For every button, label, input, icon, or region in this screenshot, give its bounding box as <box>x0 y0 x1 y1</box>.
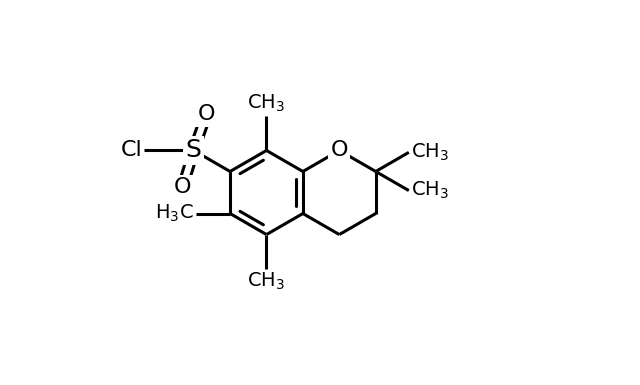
Text: CH$_3$: CH$_3$ <box>411 142 449 163</box>
Text: CH$_3$: CH$_3$ <box>411 180 449 201</box>
Text: O: O <box>198 104 215 124</box>
Text: H$_3$C: H$_3$C <box>155 203 194 224</box>
Text: CH$_3$: CH$_3$ <box>248 271 285 292</box>
Text: O: O <box>174 177 191 197</box>
Text: S: S <box>186 139 202 162</box>
Text: CH$_3$: CH$_3$ <box>248 93 285 114</box>
Text: Cl: Cl <box>120 141 142 161</box>
Text: O: O <box>331 141 348 161</box>
